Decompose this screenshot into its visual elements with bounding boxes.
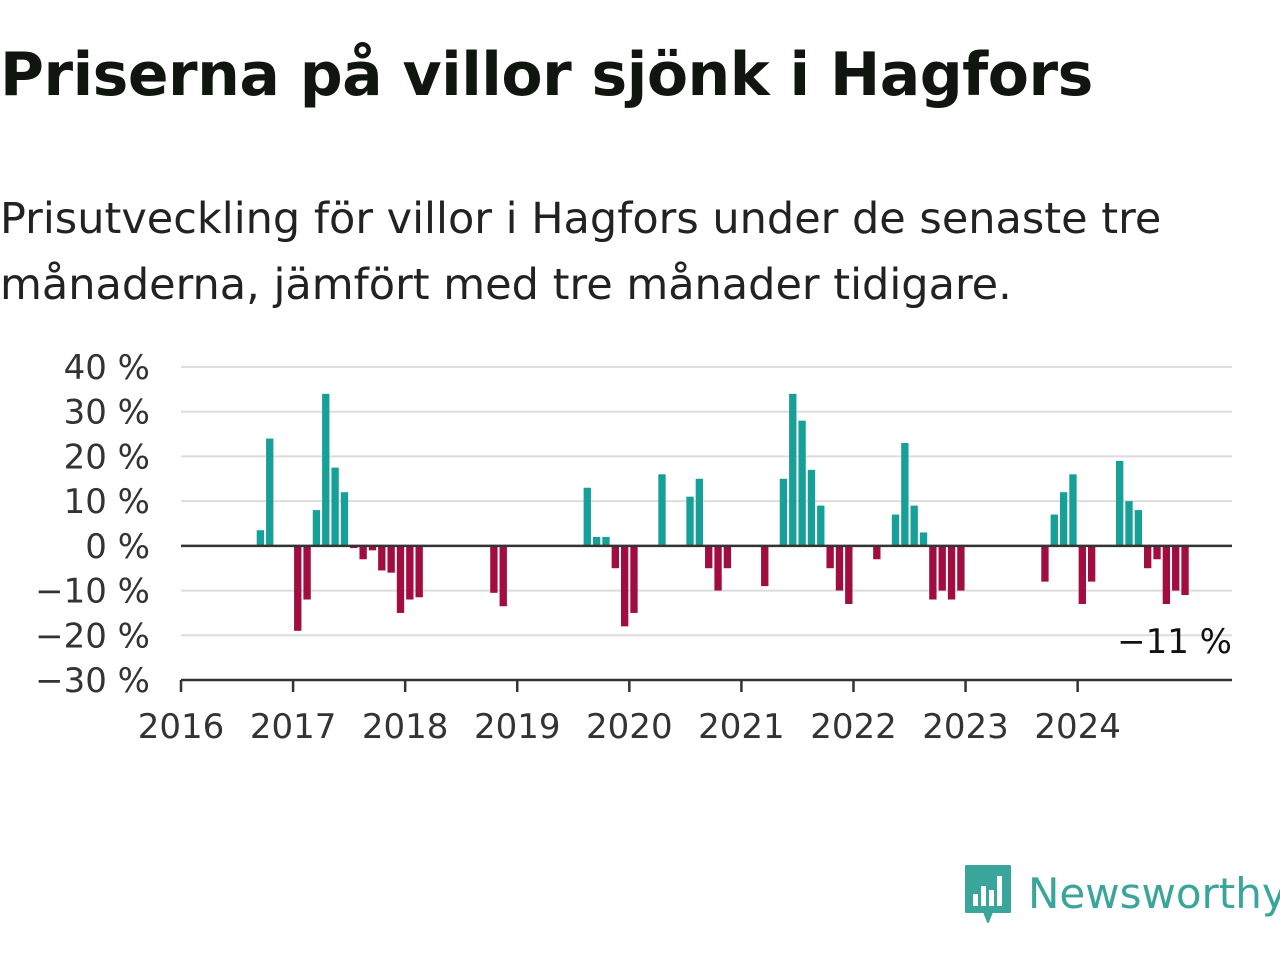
axes xyxy=(179,544,1232,692)
bar xyxy=(1162,545,1171,604)
x-tick-label: 2023 xyxy=(922,707,1009,747)
newsworthy-chart-bubble-icon xyxy=(965,865,1011,923)
bar xyxy=(686,496,694,546)
chart-subtitle: Prisutveckling för villor i Hagfors unde… xyxy=(0,194,1162,310)
tick-labels: 40 % 30 %20 % 10 % 0 % −10 %−20 % −30 % 2016 20… xyxy=(35,348,1232,747)
bar xyxy=(1134,510,1143,546)
bar xyxy=(266,438,274,546)
bar xyxy=(779,478,788,546)
bar xyxy=(658,474,666,546)
bar xyxy=(359,545,367,560)
bar xyxy=(387,545,395,573)
x-tick-label: 2018 xyxy=(362,707,449,747)
bar xyxy=(620,545,629,627)
y-tick-label: 30 % xyxy=(64,393,150,433)
bar xyxy=(378,545,386,571)
y-tick-label: −30 % xyxy=(35,661,150,701)
y-tick-label: 20 % xyxy=(64,437,150,477)
bar xyxy=(1059,492,1068,546)
bar xyxy=(835,545,844,591)
bar xyxy=(322,393,330,546)
bar xyxy=(761,545,769,587)
bar xyxy=(415,545,423,598)
bar xyxy=(303,545,311,600)
bar xyxy=(602,536,610,546)
bar xyxy=(490,545,498,593)
bar xyxy=(826,545,834,569)
brand-logo: Newsworthy xyxy=(962,862,1280,924)
bar xyxy=(583,487,591,546)
bar xyxy=(630,545,638,613)
bars xyxy=(256,393,1189,631)
bar xyxy=(611,545,619,569)
bar xyxy=(929,545,937,600)
bar xyxy=(331,467,339,546)
x-tick-label: 2017 xyxy=(250,707,337,747)
bar xyxy=(845,545,853,604)
bar xyxy=(817,505,825,546)
bar xyxy=(256,530,265,546)
x-tick-label: 2024 xyxy=(1034,707,1121,747)
y-tick-label: −20 % xyxy=(35,616,150,656)
bar xyxy=(592,536,601,546)
x-tick-label: 2020 xyxy=(586,707,673,747)
bar xyxy=(695,478,704,546)
bar xyxy=(1078,545,1086,604)
y-tick-label: 40 % xyxy=(64,348,150,388)
bar xyxy=(1153,545,1161,560)
x-tick-label: 2016 xyxy=(138,707,225,747)
y-tick-label: 10 % xyxy=(64,482,150,522)
bar xyxy=(901,443,909,546)
chart-title: Priserna på villor sjönk i Hagfors xyxy=(0,40,1093,110)
bar xyxy=(891,514,900,546)
bar xyxy=(499,545,507,607)
bar xyxy=(406,545,414,600)
bar xyxy=(798,420,806,546)
bar xyxy=(1181,545,1189,596)
bar xyxy=(396,545,405,613)
bar xyxy=(938,545,946,591)
bar xyxy=(1144,545,1152,569)
bar xyxy=(1069,474,1077,546)
bar xyxy=(705,545,713,569)
x-tick-label: 2022 xyxy=(810,707,897,747)
gridlines xyxy=(181,366,1232,637)
y-tick-label: −10 % xyxy=(35,572,150,612)
bar xyxy=(1125,501,1133,546)
brand-name: Newsworthy xyxy=(1028,868,1280,918)
y-tick-label: 0 % xyxy=(85,527,150,567)
bar xyxy=(807,469,816,546)
bar xyxy=(947,545,956,600)
x-tick-label: 2021 xyxy=(698,707,785,747)
bar xyxy=(294,545,302,631)
bar xyxy=(312,510,321,546)
bar xyxy=(1172,545,1180,591)
x-tick-label: 2019 xyxy=(474,707,561,747)
bar xyxy=(873,545,881,560)
bar xyxy=(957,545,965,591)
bar xyxy=(1050,514,1058,546)
bar xyxy=(714,545,722,591)
bar xyxy=(368,545,377,551)
end-value-label: −11 % xyxy=(1117,622,1232,662)
bar-chart: 40 % 30 %20 % 10 % 0 % −10 %−20 % −30 % 2016 20… xyxy=(35,348,1232,747)
bar xyxy=(1041,545,1049,582)
bar xyxy=(340,492,349,546)
bar xyxy=(723,545,732,569)
bar xyxy=(1087,545,1096,582)
bar xyxy=(910,505,918,546)
bar xyxy=(1116,460,1124,546)
bar xyxy=(789,393,797,546)
bar xyxy=(919,532,928,546)
